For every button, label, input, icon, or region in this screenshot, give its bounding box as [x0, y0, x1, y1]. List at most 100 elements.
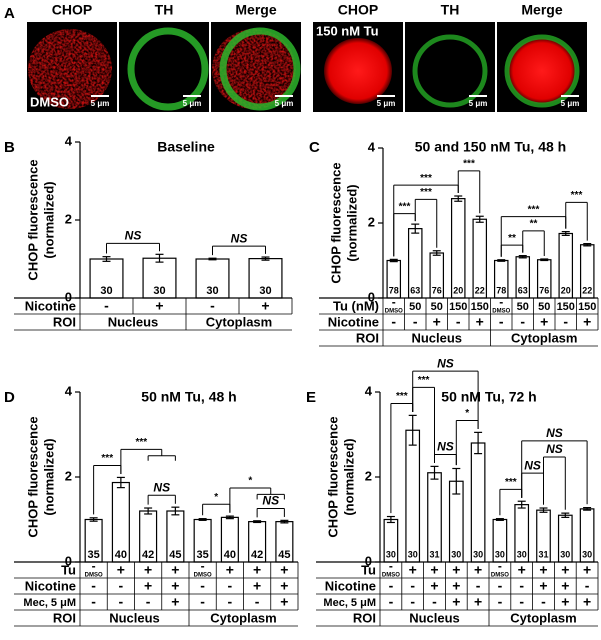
significance-label: NS	[437, 356, 454, 370]
y-axis-label: (normalized)	[341, 438, 356, 515]
cell: -	[228, 594, 233, 610]
chart-title: 50 nM Tu, 72 h	[441, 389, 536, 405]
y-tick-label: 4	[65, 383, 73, 398]
cell: DMSO	[382, 573, 400, 579]
n-label: 30	[560, 549, 570, 559]
n-label: 76	[432, 285, 442, 295]
chop-signal	[28, 29, 112, 109]
row-label: Tu	[361, 562, 376, 577]
cell: -	[476, 578, 481, 594]
n-label: 42	[142, 549, 154, 561]
cell: -	[119, 594, 124, 610]
row-label: Mec, 5 μM	[23, 597, 76, 609]
significance-label: ***	[420, 187, 432, 198]
n-label: 78	[496, 285, 506, 295]
row-label: Mec, 5 μM	[323, 597, 376, 609]
significance-label: **	[530, 219, 538, 230]
significance-label: ***	[399, 201, 411, 212]
y-tick-label: 2	[368, 214, 375, 229]
cell: +	[433, 314, 441, 330]
cell: -	[499, 314, 504, 330]
channel-title: CHOP	[52, 2, 92, 18]
cell: -	[413, 314, 418, 330]
bar	[405, 429, 421, 563]
n-label: 63	[518, 285, 528, 295]
significance-label: ***	[528, 204, 540, 215]
n-label: 30	[153, 285, 165, 297]
roi-group: Cytoplasm	[510, 610, 576, 625]
n-label: 45	[169, 549, 181, 561]
cell: -	[210, 298, 215, 314]
cell: +	[539, 578, 547, 594]
row-label: Tu (nM)	[333, 298, 379, 313]
cell: +	[561, 562, 569, 578]
cell: -	[201, 559, 205, 573]
y-tick-label: 0	[65, 289, 72, 304]
cell: 50	[431, 301, 443, 313]
condition-label: 150 nM Tu	[316, 23, 379, 38]
panel-label: A	[4, 5, 15, 22]
n-label: 30	[408, 549, 418, 559]
cell: -	[541, 594, 546, 610]
cell: +	[561, 594, 569, 610]
n-label: 30	[259, 285, 271, 297]
th-signal	[504, 34, 580, 108]
y-axis-label: (normalized)	[344, 184, 359, 261]
scale-bar-label: 5 μm	[469, 99, 488, 108]
cell: -	[104, 298, 109, 314]
cell: DMSO	[385, 309, 403, 315]
channel-title: CHOP	[338, 2, 378, 18]
significance-label: ***	[463, 159, 475, 170]
significance-label: NS	[437, 440, 454, 454]
cell: +	[171, 562, 179, 578]
roi-group: Nucleus	[108, 314, 159, 329]
y-axis-label: (normalized)	[41, 438, 56, 515]
significance-label: *	[214, 492, 218, 503]
y-tick-label: 2	[65, 468, 72, 483]
cell: 150	[471, 301, 489, 313]
n-label: 22	[582, 285, 592, 295]
cell: 150	[449, 301, 467, 313]
cell: +	[583, 594, 591, 610]
y-tick-label: 0	[65, 553, 72, 568]
cell: +	[280, 594, 288, 610]
cell: +	[583, 314, 591, 330]
cell: -	[146, 594, 151, 610]
y-tick-label: 0	[368, 289, 375, 304]
n-label: 30	[206, 285, 218, 297]
roi-group: Nucleus	[409, 610, 460, 625]
significance-label: NS	[262, 494, 279, 508]
row-label: Tu	[61, 562, 76, 577]
th-signal	[219, 27, 301, 111]
cell: DMSO	[194, 573, 212, 579]
bar	[142, 257, 177, 299]
chop-signal	[324, 38, 392, 104]
row-label: Nicotine	[325, 578, 376, 593]
bar	[470, 442, 486, 563]
significance-label: NS	[231, 231, 248, 245]
scale-bar-label: 5 μm	[377, 99, 396, 108]
cell: 50	[538, 301, 550, 313]
y-axis-label: (normalized)	[41, 181, 56, 258]
cell: -	[91, 578, 96, 594]
n-label: 35	[197, 549, 209, 561]
n-label: 31	[538, 549, 548, 559]
roi-group: Nucleus	[109, 610, 160, 625]
cell: -	[200, 594, 205, 610]
significance-label: ***	[420, 173, 432, 184]
cell: +	[539, 562, 547, 578]
cell: +	[144, 578, 152, 594]
n-label: 45	[278, 549, 290, 561]
panel-label: B	[4, 139, 15, 156]
cell: +	[280, 578, 288, 594]
significance-label: ***	[418, 375, 430, 386]
cell: +	[253, 562, 261, 578]
cell: -	[563, 314, 568, 330]
row-label: Nicotine	[328, 314, 379, 329]
cell: +	[540, 314, 548, 330]
scale-bar-label: 5 μm	[561, 99, 580, 108]
significance-label: *	[248, 476, 252, 487]
y-axis-label: CHOP fluorescence	[25, 416, 40, 537]
cell: +	[226, 562, 234, 578]
cell: -	[389, 578, 394, 594]
